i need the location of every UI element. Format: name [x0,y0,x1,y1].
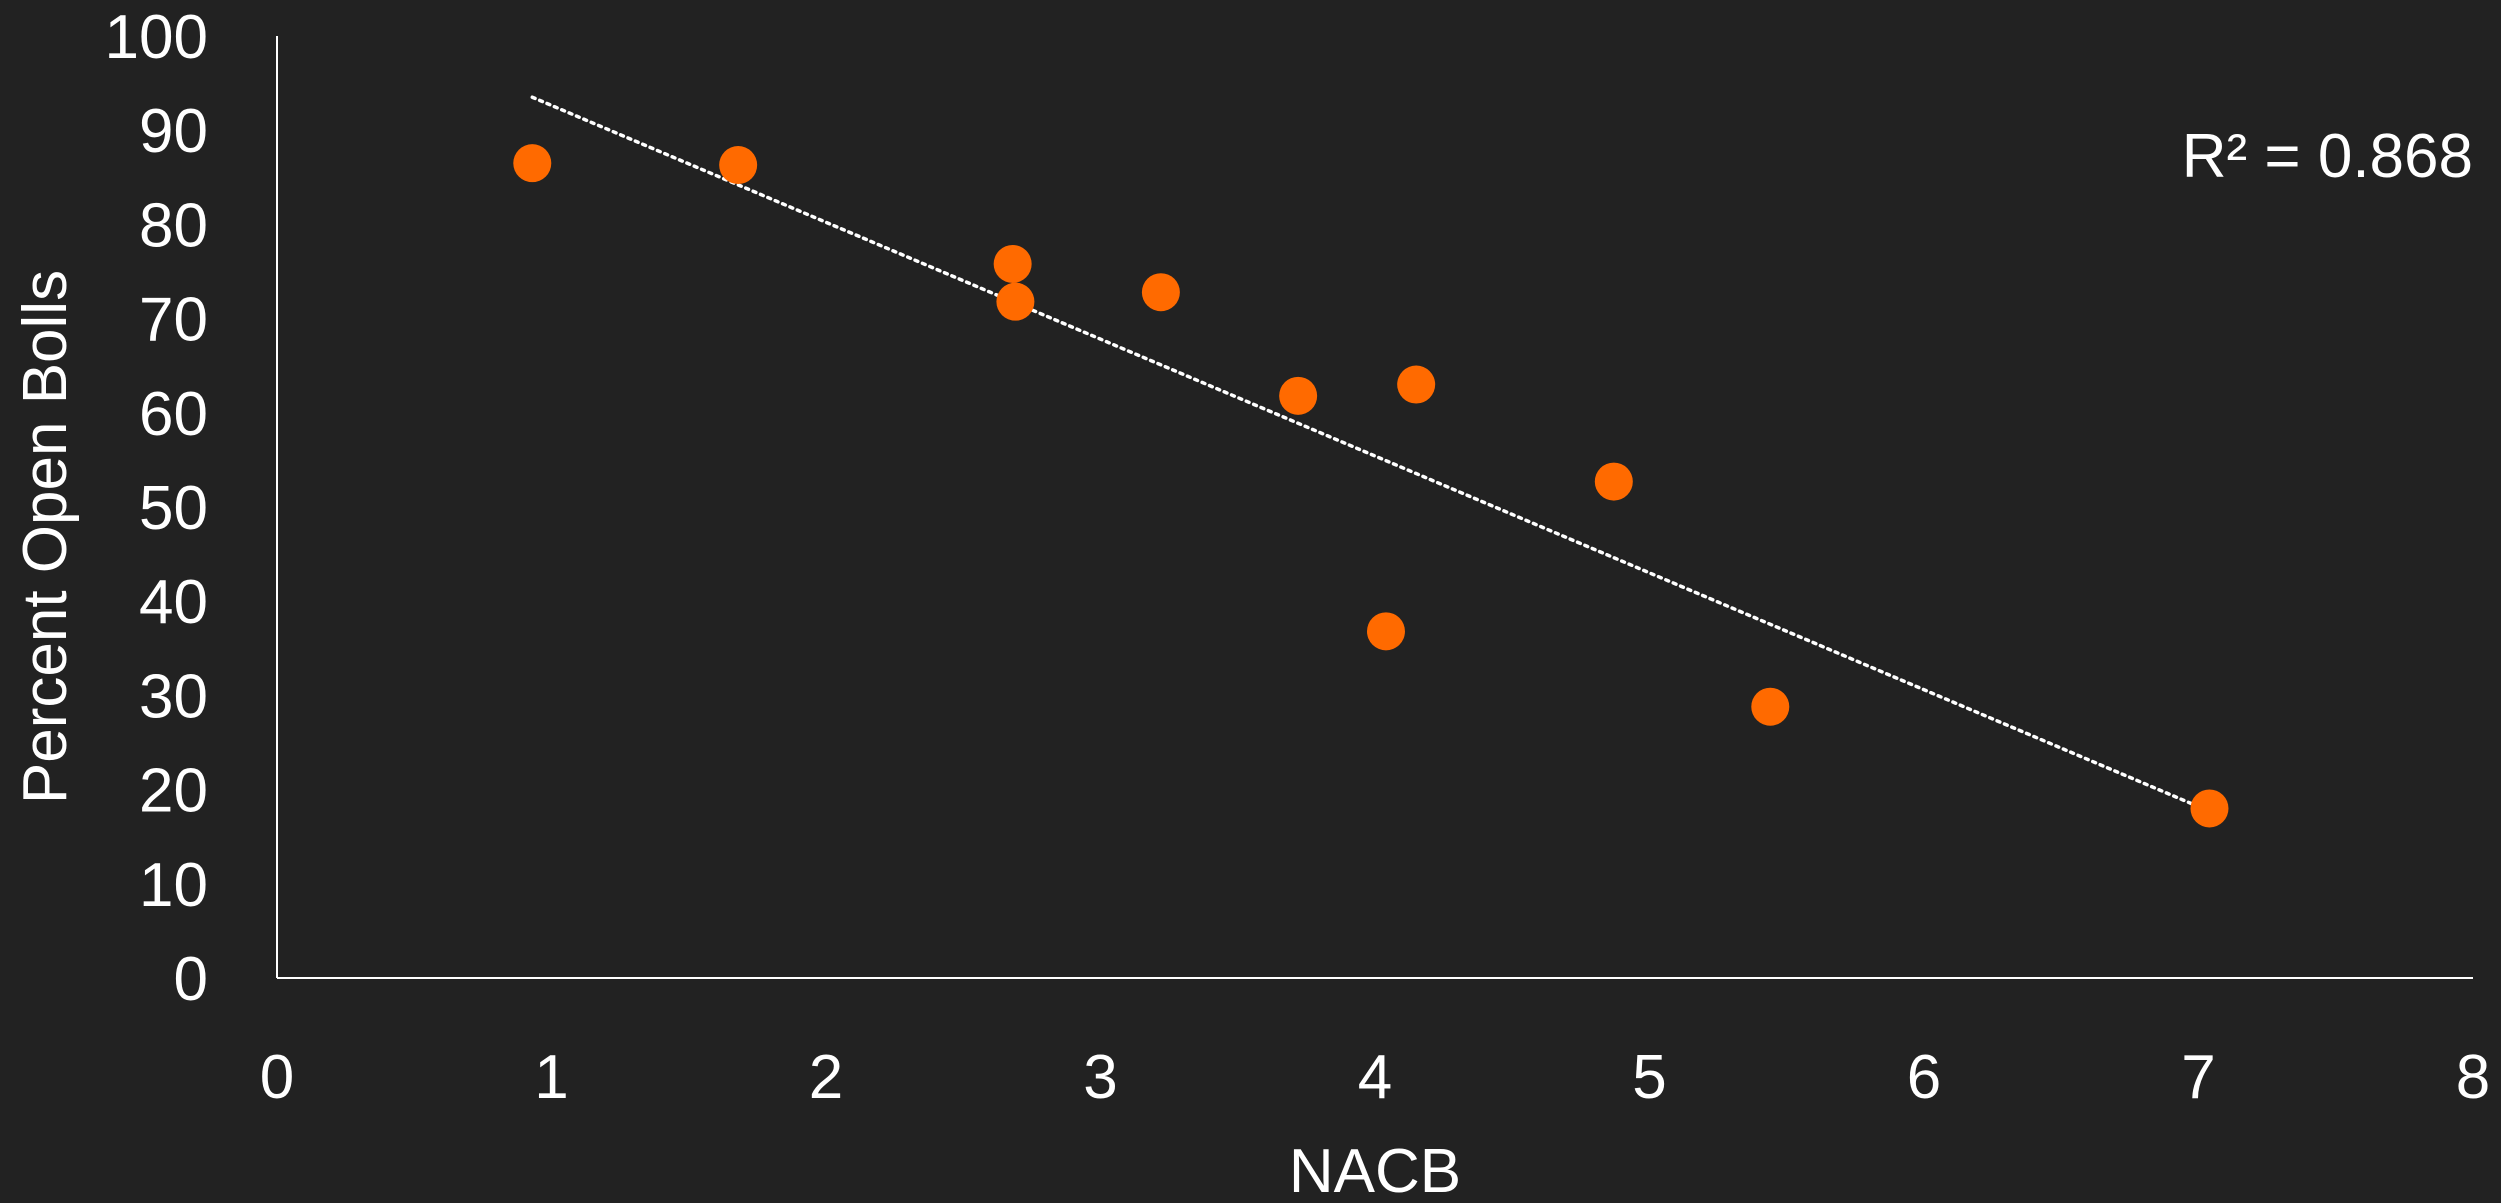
data-point [1141,273,1180,312]
points-layer [513,144,2229,828]
x-axis-title: NACB [1289,1137,1461,1203]
y-tick-label: 30 [139,662,208,731]
x-tick-label: 4 [1358,1043,1392,1112]
y-tick-label: 50 [139,474,208,543]
data-point [1279,376,1318,415]
y-tick-label: 40 [139,568,208,637]
x-tick-label: 8 [2456,1043,2490,1112]
data-point [2190,789,2229,828]
y-tick-labels: 0 10 20 30 40 50 60 70 80 90 100 [105,3,208,1014]
data-point [1751,687,1790,726]
y-tick-label: 0 [174,945,208,1014]
x-tick-label: 3 [1083,1043,1117,1112]
x-tick-label: 0 [260,1043,294,1112]
y-tick-label: 10 [139,851,208,920]
y-tick-label: 80 [139,191,208,260]
data-point [1397,365,1436,404]
y-tick-label: 100 [105,3,208,72]
y-tick-label: 70 [139,286,208,355]
r-squared-annotation: R² = 0.868 [2182,122,2473,191]
trendline [530,95,2212,814]
x-tick-label: 5 [1632,1043,1666,1112]
x-tick-labels: 0 1 2 3 4 5 6 7 8 [260,1043,2490,1112]
x-tick-label: 2 [809,1043,843,1112]
y-axis-title: Percent Open Bolls [11,270,80,804]
y-tick-label: 20 [139,757,208,826]
x-tick-label: 7 [2181,1043,2215,1112]
data-point [719,146,758,185]
data-point [996,282,1035,321]
x-tick-label: 1 [534,1043,568,1112]
data-point [1594,462,1633,501]
data-point [993,244,1032,283]
y-tick-label: 60 [139,380,208,449]
trendline-layer [530,95,2212,814]
x-tick-label: 6 [1907,1043,1941,1112]
data-point [1366,612,1405,651]
y-tick-label: 90 [139,97,208,166]
axes-layer [276,36,2473,979]
data-point [513,144,552,183]
